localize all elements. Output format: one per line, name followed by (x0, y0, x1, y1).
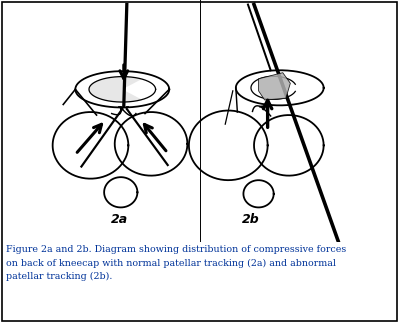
Text: 2a: 2a (111, 213, 128, 225)
Text: Figure 2a and 2b. Diagram showing distribution of compressive forces
on back of : Figure 2a and 2b. Diagram showing distri… (6, 245, 346, 281)
Text: 2b: 2b (242, 213, 260, 225)
Polygon shape (89, 77, 142, 102)
Polygon shape (259, 73, 290, 100)
